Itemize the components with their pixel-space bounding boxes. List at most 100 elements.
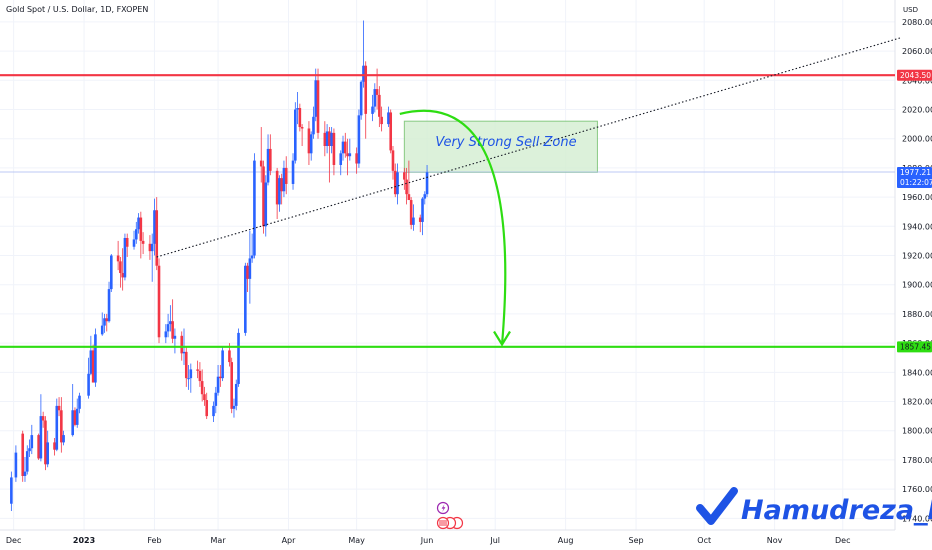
candle[interactable]: [403, 167, 406, 190]
candle[interactable]: [187, 365, 190, 390]
candle[interactable]: [300, 124, 304, 147]
candle[interactable]: [378, 86, 381, 128]
candle[interactable]: [55, 398, 59, 452]
candle[interactable]: [325, 124, 329, 154]
candle[interactable]: [421, 197, 424, 236]
candle[interactable]: [359, 80, 363, 120]
symbol-title[interactable]: Gold Spot / U.S. Dollar, 1D, FXOPEN: [6, 5, 149, 14]
candle[interactable]: [262, 160, 265, 234]
candle[interactable]: [200, 369, 204, 402]
candle[interactable]: [10, 471, 13, 512]
candle[interactable]: [355, 147, 358, 174]
candle[interactable]: [25, 445, 29, 475]
candle[interactable]: [148, 235, 152, 260]
candle[interactable]: [150, 233, 154, 282]
candle[interactable]: [232, 398, 236, 418]
candle[interactable]: [125, 233, 129, 257]
candle[interactable]: [134, 221, 138, 244]
candle[interactable]: [89, 335, 93, 376]
candle[interactable]: [248, 230, 252, 304]
candle[interactable]: [132, 230, 136, 250]
candle[interactable]: [339, 150, 343, 176]
candle[interactable]: [362, 20, 365, 88]
candle[interactable]: [141, 232, 145, 255]
candle[interactable]: [282, 160, 286, 198]
candle[interactable]: [62, 430, 65, 446]
candle[interactable]: [294, 102, 297, 164]
candle[interactable]: [105, 313, 109, 332]
candle[interactable]: [39, 394, 43, 462]
candle[interactable]: [373, 83, 377, 113]
candle[interactable]: [364, 61, 368, 139]
candle[interactable]: [330, 127, 333, 154]
candle[interactable]: [171, 299, 174, 344]
candle[interactable]: [153, 198, 156, 256]
candle[interactable]: [291, 153, 295, 190]
candle[interactable]: [110, 254, 113, 293]
candle[interactable]: [23, 456, 27, 482]
candle[interactable]: [266, 134, 270, 186]
candle[interactable]: [60, 397, 63, 453]
candle[interactable]: [284, 156, 288, 195]
candle[interactable]: [184, 346, 188, 387]
candle[interactable]: [157, 258, 161, 344]
candle[interactable]: [189, 363, 193, 393]
candle[interactable]: [87, 357, 90, 399]
candle[interactable]: [166, 313, 170, 338]
candle[interactable]: [264, 175, 268, 237]
candle[interactable]: [75, 398, 79, 428]
candle[interactable]: [389, 109, 393, 154]
candle[interactable]: [123, 233, 127, 281]
candle[interactable]: [71, 383, 74, 437]
candle[interactable]: [328, 127, 331, 183]
candle[interactable]: [332, 128, 336, 176]
candle[interactable]: [425, 164, 429, 198]
candle[interactable]: [348, 138, 352, 161]
candle[interactable]: [198, 362, 202, 387]
candle[interactable]: [253, 153, 256, 259]
candle[interactable]: [387, 106, 390, 128]
candle[interactable]: [312, 106, 315, 139]
candle[interactable]: [139, 211, 143, 259]
candle[interactable]: [409, 197, 413, 230]
candle[interactable]: [237, 328, 240, 387]
candle[interactable]: [164, 324, 168, 344]
candle[interactable]: [259, 127, 263, 183]
candle[interactable]: [41, 411, 45, 428]
candle[interactable]: [173, 328, 177, 354]
candle[interactable]: [341, 135, 345, 161]
candle[interactable]: [53, 438, 56, 456]
candle[interactable]: [221, 346, 224, 382]
candle[interactable]: [423, 191, 427, 205]
candle[interactable]: [343, 132, 347, 158]
candle[interactable]: [346, 138, 349, 176]
candle[interactable]: [269, 134, 272, 176]
candle[interactable]: [212, 401, 215, 422]
candle[interactable]: [391, 146, 395, 180]
candle[interactable]: [316, 68, 320, 139]
candle[interactable]: [407, 160, 411, 201]
candle[interactable]: [107, 281, 111, 323]
candle[interactable]: [244, 262, 247, 336]
candle[interactable]: [405, 167, 408, 205]
candle[interactable]: [412, 204, 415, 231]
candle[interactable]: [275, 167, 279, 220]
candle[interactable]: [121, 248, 124, 291]
projection-arrow[interactable]: [399, 109, 507, 345]
candle[interactable]: [78, 392, 81, 414]
candle[interactable]: [196, 360, 199, 379]
candle[interactable]: [214, 386, 218, 414]
candle[interactable]: [116, 240, 120, 271]
candle[interactable]: [396, 163, 399, 205]
candle[interactable]: [21, 430, 25, 482]
sell-zone-rect[interactable]: [403, 120, 598, 173]
candle[interactable]: [203, 386, 206, 406]
candle[interactable]: [216, 365, 220, 396]
candle[interactable]: [234, 379, 238, 411]
candle[interactable]: [278, 175, 281, 212]
candle[interactable]: [94, 328, 97, 387]
candle[interactable]: [155, 197, 159, 271]
candle[interactable]: [298, 103, 302, 132]
candle[interactable]: [57, 397, 61, 417]
